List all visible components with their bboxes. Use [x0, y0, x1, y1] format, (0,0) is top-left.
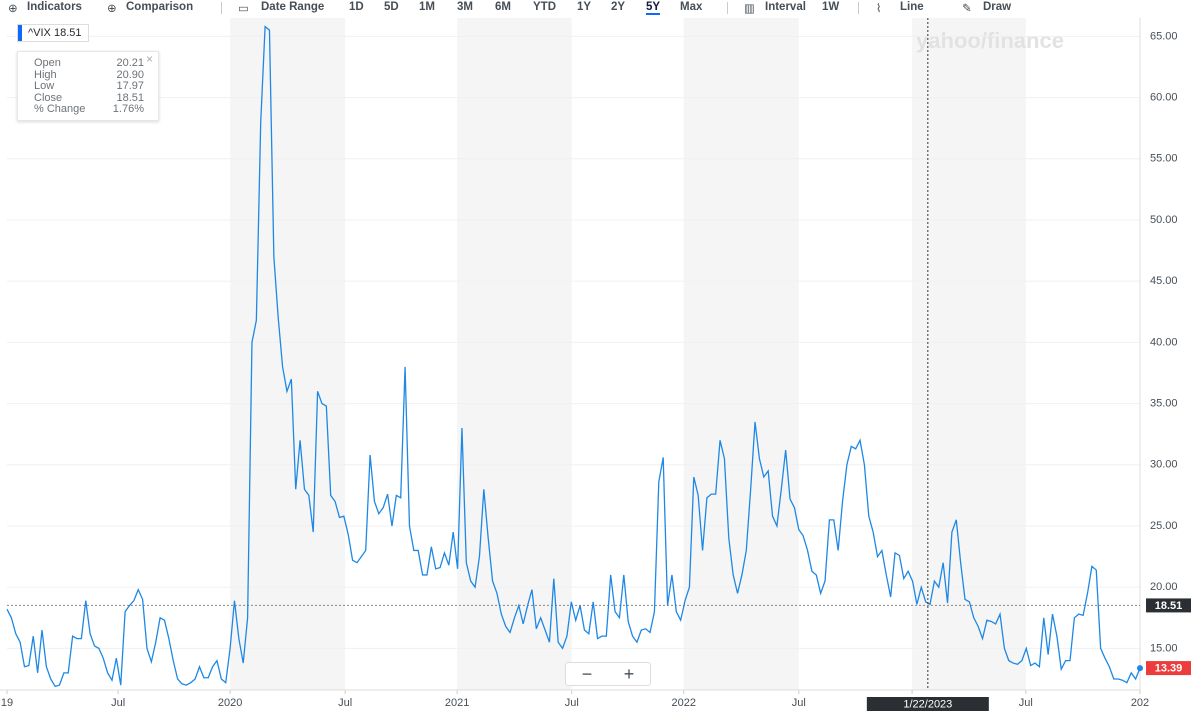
tooltip-row: Open 20.21 — [34, 57, 144, 69]
tooltip-value: 20.90 — [116, 68, 144, 81]
toolbar-icon: ▭ — [238, 3, 249, 15]
tooltip-value: 18.51 — [116, 91, 144, 104]
price-line — [6, 25, 1141, 688]
toolbar-separator — [221, 2, 222, 14]
last-price-label-bg — [1146, 661, 1191, 676]
x-tick-label: Jul — [111, 697, 125, 709]
toolbar-item[interactable]: Comparison — [126, 1, 194, 13]
tooltip-value: 20.21 — [116, 57, 144, 69]
y-tick-label: 45.00 — [1150, 275, 1178, 287]
toolbar-item[interactable]: Max — [680, 1, 703, 13]
x-tick-label: 19 — [1, 697, 13, 709]
tooltip-label: High — [34, 68, 57, 81]
toolbar: Indicators ⊕ Comparison ⊕ Date Range ▭ 1D 5D 1M 3… — [0, 0, 1199, 16]
toolbar-item[interactable]: YTD — [533, 1, 556, 13]
x-tick-label: Jul — [1019, 697, 1033, 709]
tooltip-row: Low 17.97 — [34, 80, 144, 92]
toolbar-item[interactable]: Interval — [765, 1, 806, 13]
ohlc-tooltip: × Open 20.21 High 20.90 Low 17.97 Close 18.51% C… — [17, 51, 159, 121]
y-tick-label: 25.00 — [1150, 520, 1178, 532]
x-tick-label: Jul — [792, 697, 806, 709]
tooltip-value: 17.97 — [116, 80, 144, 92]
tooltip-row: % Change 1.76% — [34, 103, 144, 115]
zoom-in[interactable]: + — [623, 664, 635, 684]
y-tick-label: 65.00 — [1150, 30, 1178, 42]
toolbar-separator — [858, 2, 859, 14]
tooltip-label: % Change — [34, 103, 86, 115]
toolbar-separator — [727, 2, 728, 14]
y-tick-label: 20.00 — [1150, 581, 1178, 593]
symbol-price: 18.51 — [53, 27, 82, 39]
tooltip-value: 1.76% — [112, 103, 144, 115]
x-tick-label: 2022 — [671, 697, 695, 709]
last-point — [1137, 665, 1143, 672]
crosshair-label: 1/22/2023 — [903, 698, 952, 710]
period-band — [230, 18, 346, 690]
symbol-chip[interactable]: ^VIX 18.51 — [17, 24, 89, 42]
toolbar-item[interactable]: 5Y — [646, 1, 661, 15]
x-tick-label: Jul — [565, 697, 579, 709]
crosshair-label-bg — [866, 697, 989, 711]
y-tick-label: 50.00 — [1150, 214, 1178, 226]
symbol: ^VIX — [28, 27, 51, 39]
toolbar-item[interactable]: Draw — [983, 1, 1012, 13]
toolbar-item[interactable]: 6M — [495, 1, 511, 13]
toolbar-icon: ✎ — [962, 3, 972, 15]
tooltip-row: Close 18.51 — [34, 92, 144, 104]
period-band — [683, 18, 799, 690]
y-tick-label: 40.00 — [1150, 336, 1178, 348]
x-tick-label: 2021 — [445, 697, 469, 709]
toolbar-item[interactable]: 2Y — [611, 1, 626, 13]
x-tick-label: 2020 — [218, 697, 242, 709]
last-price-label: 13.39 — [1155, 662, 1183, 674]
x-tick-label: Jul — [338, 697, 352, 709]
y-tick-label: 55.00 — [1150, 153, 1178, 165]
toolbar-item[interactable]: 1Y — [577, 1, 592, 13]
period-band — [912, 18, 1026, 690]
x-tick-label: 202 — [1131, 697, 1149, 709]
toolbar-icon: ⊕ — [8, 3, 18, 15]
toolbar-item[interactable]: 3M — [457, 1, 473, 13]
reference-label-bg — [1146, 598, 1191, 613]
y-tick-label: 35.00 — [1150, 397, 1178, 409]
reference-label: 18.51 — [1155, 600, 1183, 612]
toolbar-item[interactable]: 1D — [349, 1, 364, 13]
toolbar-item[interactable]: 5D — [384, 1, 399, 13]
tooltip-label: Low — [34, 80, 55, 92]
tooltip-label: Close — [34, 91, 63, 104]
toolbar-item[interactable]: Date Range — [261, 1, 325, 13]
y-tick-label: 60.00 — [1150, 91, 1178, 103]
toolbar-item[interactable]: Line — [900, 1, 924, 13]
toolbar-icon: ⌇ — [876, 3, 882, 15]
toolbar-icon: ⊕ — [107, 3, 117, 15]
close-icon[interactable]: × — [145, 52, 153, 66]
zoom-controls: − + — [565, 662, 651, 686]
zoom-out[interactable]: − — [581, 664, 593, 684]
y-tick-label: 30.00 — [1150, 459, 1178, 471]
toolbar-item[interactable]: Indicators — [27, 1, 82, 13]
tooltip-label: Open — [34, 57, 61, 69]
y-tick-label: 15.00 — [1150, 642, 1178, 654]
watermark: yahoo/finance — [916, 28, 1064, 53]
tooltip-row: High 20.90 — [34, 69, 144, 81]
toolbar-item[interactable]: 1W — [822, 1, 840, 13]
toolbar-item[interactable]: 1M — [419, 1, 435, 13]
toolbar-icon: ▥ — [744, 3, 755, 15]
